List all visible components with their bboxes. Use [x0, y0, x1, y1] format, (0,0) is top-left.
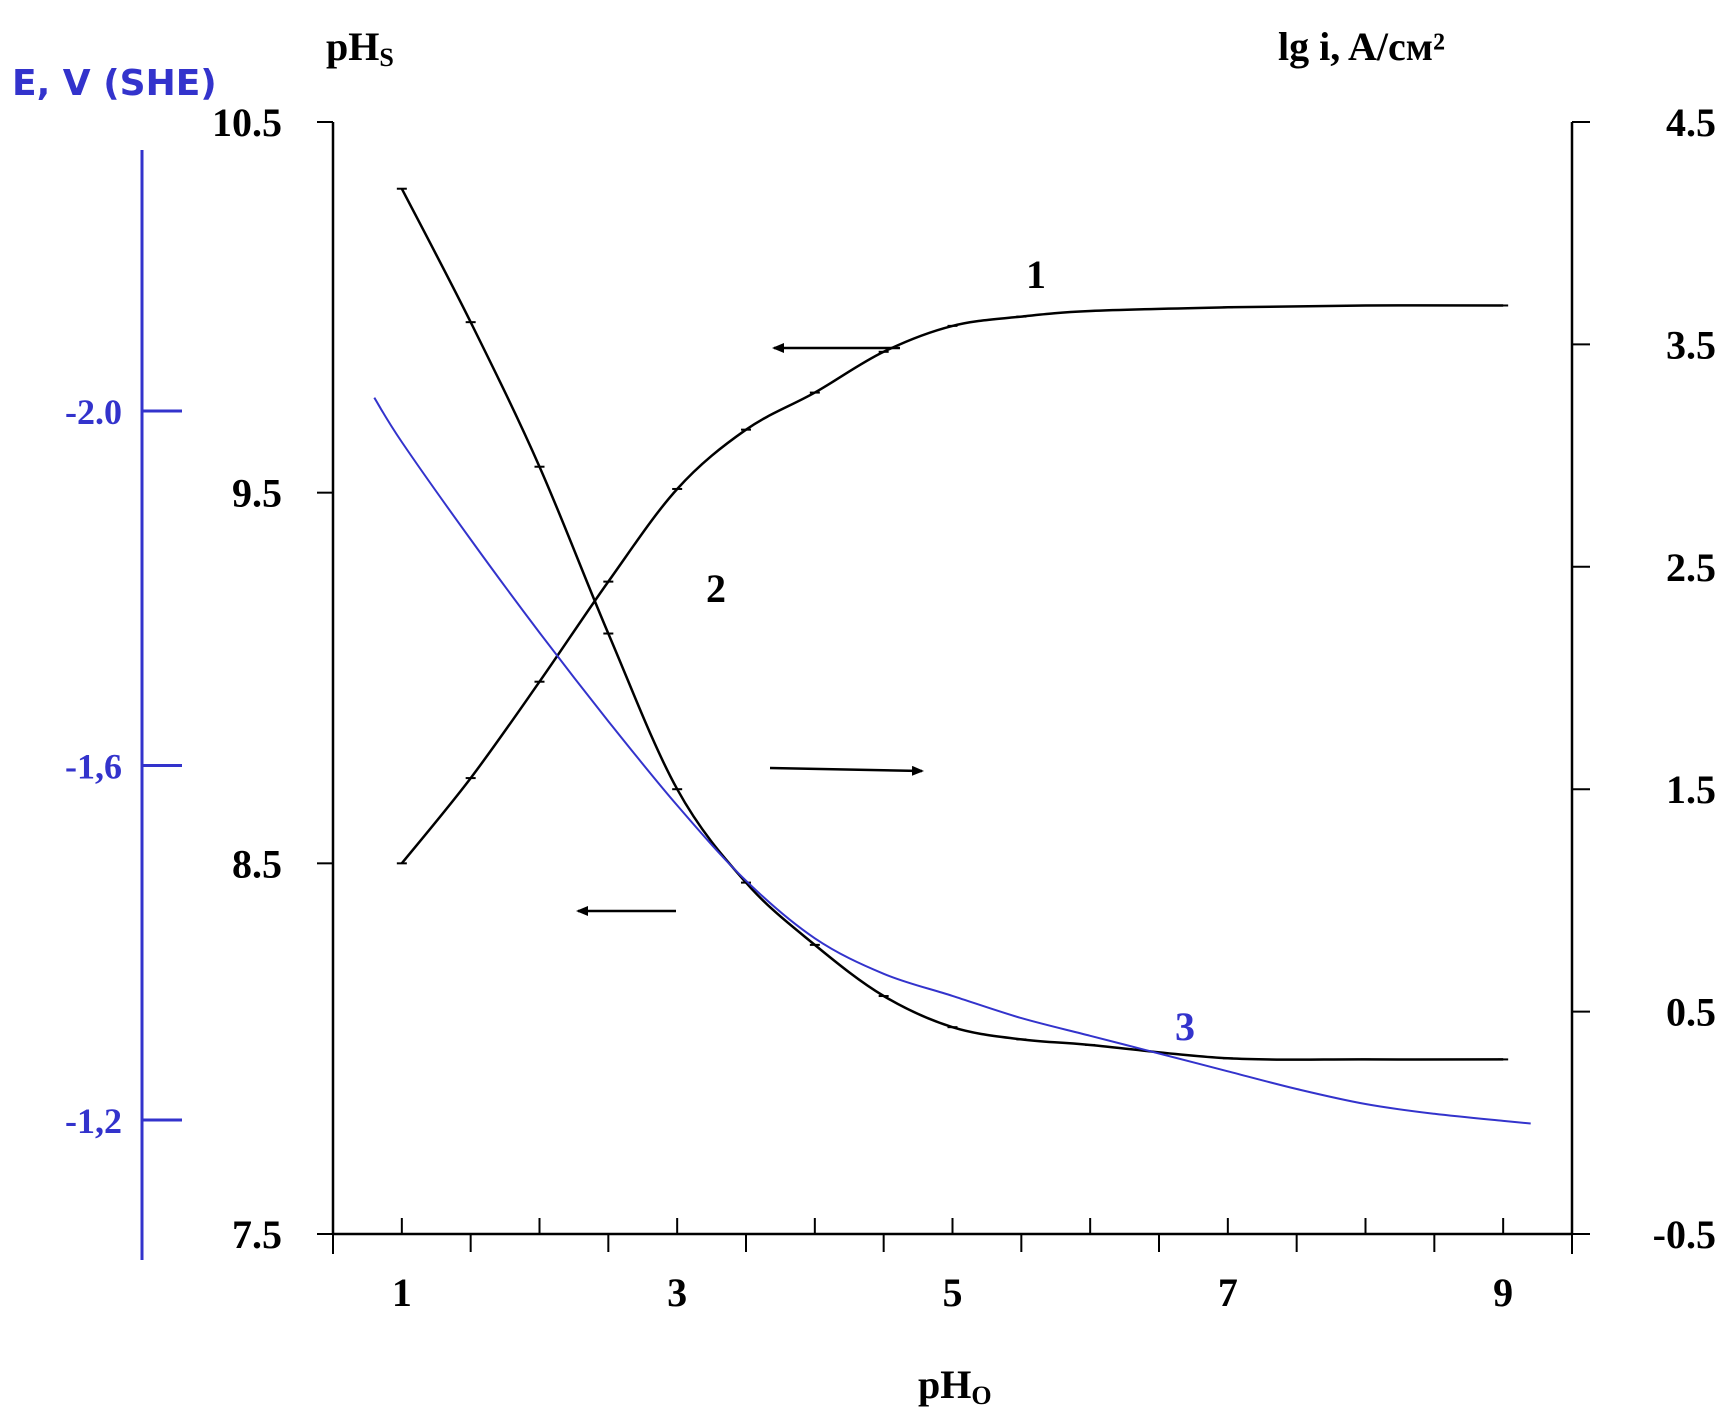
x-axis-title-sub: O — [971, 1381, 991, 1410]
series-layer — [373, 187, 1531, 1125]
left-axis-title: pHS — [326, 24, 394, 72]
left-tick-label: 9.5 — [232, 471, 282, 516]
x-tick-label: 5 — [943, 1270, 963, 1315]
potential-axis-ticks: -2.0 -1,6 -1,2 — [65, 392, 182, 1141]
x-tick-label: 9 — [1493, 1270, 1513, 1315]
potential-tick-label: -1,2 — [65, 1101, 122, 1141]
x-axis-ticks: 1 3 5 7 9 — [332, 1218, 1573, 1315]
curve-label-1: 1 — [1026, 252, 1046, 297]
potential-tick-label: -2.0 — [65, 392, 122, 432]
left-tick-label: 8.5 — [232, 841, 282, 886]
x-tick-label: 7 — [1218, 1270, 1238, 1315]
potential-tick-label: -1,6 — [65, 747, 122, 787]
right-tick-label: 4.5 — [1666, 100, 1716, 145]
right-tick-label: -0.5 — [1653, 1212, 1716, 1257]
left-axis-title-sub: S — [379, 43, 393, 72]
right-tick-label: 0.5 — [1666, 990, 1716, 1035]
right-tick-label: 2.5 — [1666, 545, 1716, 590]
series-line-3 — [373, 397, 1531, 1125]
series-line-2 — [400, 188, 1504, 1061]
left-tick-label: 7.5 — [232, 1212, 282, 1257]
arrow-curve-2-right — [769, 765, 924, 776]
right-axis-ticks: 4.5 3.5 2.5 1.5 0.5 -0.5 — [1572, 100, 1716, 1257]
x-tick-label: 3 — [667, 1270, 687, 1315]
curve-label-2: 2 — [706, 566, 726, 611]
right-tick-label: 1.5 — [1666, 767, 1716, 812]
series-line-1 — [400, 304, 1504, 865]
right-axis-title: lg i, A/см² — [1278, 24, 1445, 69]
x-tick-label: 1 — [392, 1270, 412, 1315]
left-tick-label: 10.5 — [212, 100, 282, 145]
left-axis-ticks: 10.5 9.5 8.5 7.5 — [212, 100, 333, 1257]
curve-label-3: 3 — [1175, 1004, 1195, 1049]
x-axis-title: pHO — [918, 1362, 992, 1410]
right-tick-label: 3.5 — [1666, 322, 1716, 367]
potential-axis-title: E, V (SHE) — [12, 63, 217, 104]
